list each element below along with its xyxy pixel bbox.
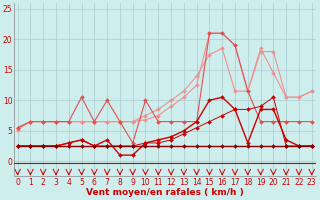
- X-axis label: Vent moyen/en rafales ( km/h ): Vent moyen/en rafales ( km/h ): [86, 188, 244, 197]
